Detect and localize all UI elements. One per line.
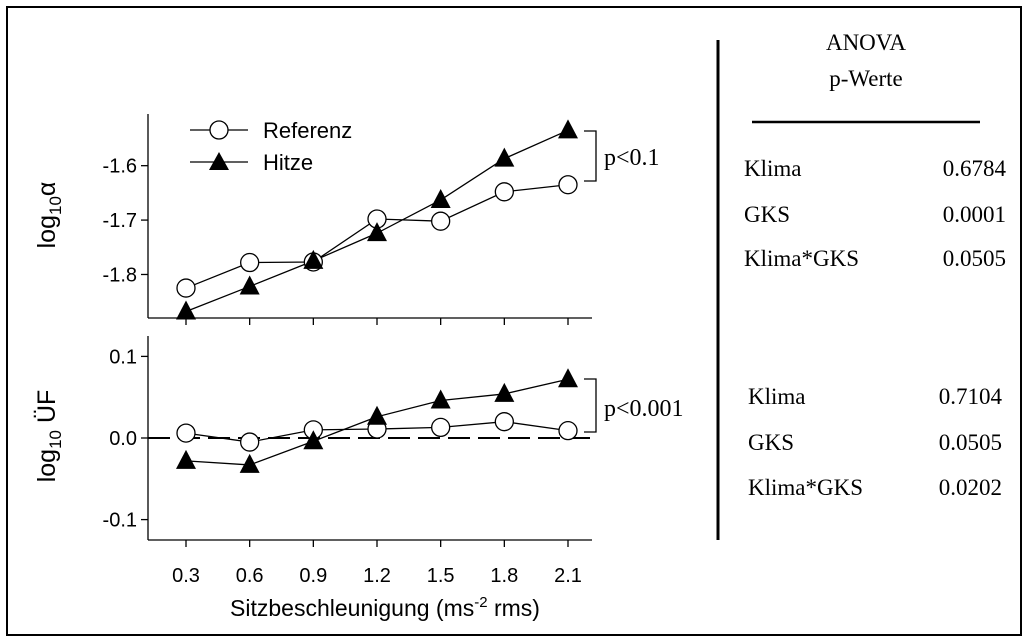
chart-marks: -1.6 -1.7 -1.8 0.1 0.0 -0.1 0.3 0.6 0.9 1.2 1.5 1.8…	[103, 119, 592, 587]
data-point-referenz	[431, 417, 451, 438]
top-significance-bracket	[584, 130, 597, 182]
data-point-referenz	[494, 412, 514, 432]
y-tick-label: -1.8	[103, 264, 137, 286]
anova-title: ANOVA p-Werte	[752, 30, 980, 92]
bottom-panel: log10 ÜF p<0.001 Sitzbeschleunigung (ms-…	[33, 336, 684, 621]
x-tick-label: 1.2	[363, 565, 391, 587]
anova-row-value: 0.0202	[938, 475, 1002, 500]
y-tick-label: -1.6	[103, 156, 137, 178]
anova-row-label: GKS	[748, 430, 795, 455]
top-panel: log10α Referenz Hitze p<0.1	[33, 114, 660, 319]
anova-title-line2: p-Werte	[829, 66, 903, 91]
data-point-hitze	[367, 222, 387, 242]
data-point-hitze	[494, 147, 515, 167]
x-tick-label: 0.3	[172, 565, 200, 587]
data-point-hitze	[239, 275, 260, 295]
data-point-hitze	[303, 249, 324, 269]
figure-frame	[6, 6, 1022, 636]
y-tick-label: 0.1	[109, 346, 137, 368]
anova-row-value: 0.0001	[942, 202, 1006, 227]
data-point-referenz	[240, 252, 260, 273]
y-tick-label: -0.1	[103, 510, 137, 532]
top-significance-label: p<0.1	[604, 145, 660, 171]
anova-row-value: 0.6784	[942, 156, 1006, 181]
data-point-referenz	[558, 421, 578, 441]
legend-label-hitze: Hitze	[263, 150, 313, 175]
anova-group-top: Klima 0.6784 GKS 0.0001 Klima*GKS 0.0505	[744, 156, 1006, 286]
data-point-referenz	[176, 278, 196, 298]
data-point-hitze	[367, 405, 387, 425]
anova-group-bottom: Klima 0.7104 GKS 0.0505 Klima*GKS 0.0202	[748, 384, 1002, 514]
anova-title-line1: ANOVA	[825, 30, 907, 55]
legend: Referenz Hitze	[190, 118, 352, 175]
data-point-hitze	[239, 453, 260, 473]
bottom-significance-bracket	[584, 378, 597, 433]
data-point-hitze	[494, 382, 515, 402]
data-point-hitze	[303, 430, 324, 450]
legend-marker-hitze	[209, 152, 229, 170]
anova-row-label: Klima*GKS	[744, 246, 859, 271]
x-tick-label: 2.1	[554, 565, 582, 587]
anova-row-value: 0.0505	[938, 430, 1002, 455]
data-point-referenz	[431, 211, 451, 231]
x-tick-label: 1.8	[490, 565, 518, 587]
anova-row-value: 0.0505	[942, 246, 1006, 271]
x-tick-label: 1.5	[427, 565, 455, 587]
data-point-hitze	[430, 389, 451, 409]
bottom-y-label: log10 ÜF	[33, 390, 65, 483]
x-tick-label: 0.6	[236, 565, 264, 587]
anova-row-value: 0.7104	[938, 384, 1002, 409]
data-point-hitze	[430, 188, 451, 208]
x-tick-label: 0.9	[299, 565, 327, 587]
top-y-label: log10α	[33, 182, 65, 249]
data-point-referenz	[240, 432, 260, 452]
data-point-referenz	[494, 182, 514, 202]
anova-row-label: Klima*GKS	[748, 475, 863, 500]
bottom-significance-label: p<0.001	[604, 396, 684, 422]
data-point-hitze	[558, 119, 578, 139]
legend-label-referenz: Referenz	[263, 118, 352, 143]
x-axis-title: Sitzbeschleunigung (ms-2 rms)	[230, 594, 540, 621]
data-point-hitze	[558, 368, 578, 388]
anova-row-label: GKS	[744, 202, 791, 227]
y-tick-label: 0.0	[109, 428, 137, 450]
anova-row-label: Klima	[744, 156, 802, 181]
y-tick-label: -1.7	[103, 210, 137, 232]
data-point-referenz	[558, 175, 578, 195]
anova-row-label: Klima	[748, 384, 806, 409]
legend-marker-referenz	[209, 120, 229, 140]
data-point-referenz	[176, 423, 196, 443]
data-point-hitze	[176, 449, 196, 469]
data-point-hitze	[176, 300, 196, 320]
